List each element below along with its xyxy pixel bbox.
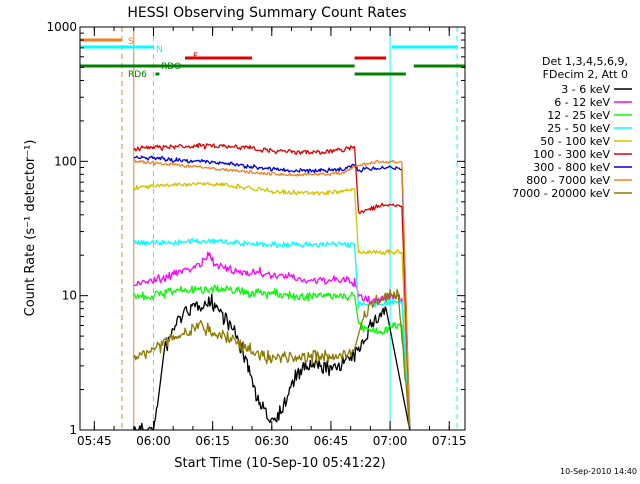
y-tick-label: 1 [69,423,77,437]
flag-label: N [156,45,163,55]
y-tick-label: 10 [62,289,77,303]
legend-header: Det 1,3,4,5,6,9, [542,55,628,68]
series-line [133,181,411,431]
x-axis-label: Start Time (10-Sep-10 05:41:22) [174,456,385,471]
series-line [133,142,411,431]
legend-entry-label: 300 - 800 keV [533,161,610,174]
legend-entry-label: 6 - 12 keV [554,96,610,109]
series-line [133,159,411,431]
legend: Det 1,3,4,5,6,9,FDecim 2, Att 0 3 - 6 keV… [512,55,632,200]
legend-entry-label: 100 - 300 keV [533,148,610,161]
legend-entry-label: 7000 - 20000 keV [512,187,610,200]
legend-entry-label: 25 - 50 keV [547,122,610,135]
flag-label: S [128,37,134,47]
flag-label: F [193,52,198,62]
x-tick-label: 07:15 [432,434,467,448]
legend-header: FDecim 2, Att 0 [543,68,628,81]
data-series [133,142,411,431]
x-tick-label: 05:45 [77,434,112,448]
y-tick-label: 1000 [46,20,77,34]
legend-entry-label: 3 - 6 keV [561,83,610,96]
y-axis-label: Count Rate (s⁻¹ detector⁻¹) [23,140,38,317]
series-line [133,293,411,431]
x-tick-label: 07:00 [373,434,408,448]
vertical-markers [121,27,458,430]
series-line [133,284,411,431]
flag-label: RD6 [128,70,147,80]
x-tick-label: 06:30 [254,434,289,448]
legend-entry-label: 800 - 7000 keV [526,174,610,187]
x-tick-label: 06:15 [195,434,230,448]
flag-label: RDO [161,62,181,72]
x-tick-label: 06:00 [136,434,171,448]
series-line [133,288,411,431]
y-tick-label: 100 [54,154,77,168]
series-line [133,251,411,431]
chart-title: HESSI Observing Summary Count Rates [127,5,406,21]
plot-frame [79,26,466,431]
timestamp-label: 10-Sep-2010 14:40 [560,467,637,476]
legend-entry-label: 50 - 100 keV [540,135,610,148]
series-line [133,237,411,431]
legend-entry-label: 12 - 25 keV [547,109,610,122]
series-line [133,155,411,431]
axes: 1 10 100 1000 05:45 06:00 06:15 06:30 06:45 07:00… [46,20,466,448]
x-tick-label: 06:45 [314,434,349,448]
flag-bars: S N F RDO RD6 [80,37,465,80]
